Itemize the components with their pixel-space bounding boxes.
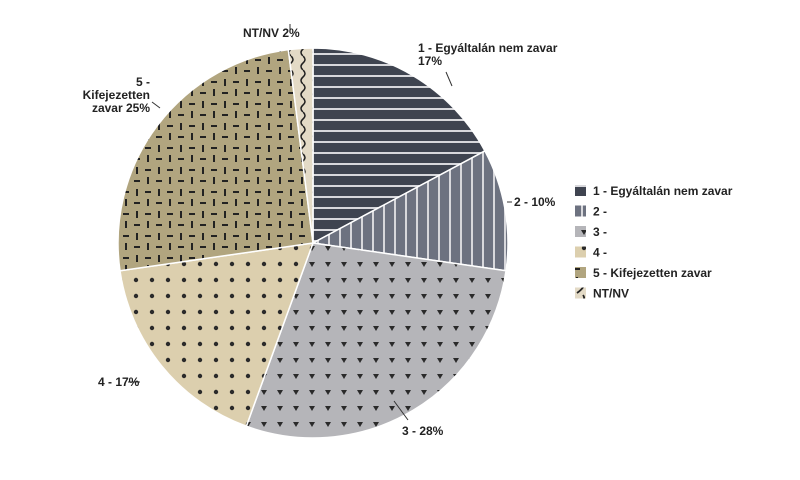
leader-line xyxy=(151,101,161,109)
legend-item-label[interactable]: 3 - xyxy=(593,225,607,239)
leader-line xyxy=(393,400,409,421)
legend-swatch xyxy=(575,185,586,196)
pie-slice-3[interactable] xyxy=(245,242,507,439)
data-label: 5 -Kifejezetten zavar 25% xyxy=(83,75,151,115)
pie-slice-5[interactable] xyxy=(117,48,314,272)
data-label: NT/NV 2% xyxy=(243,26,300,40)
legend-item-label[interactable]: 1 - Egyáltalán nem zavar xyxy=(593,184,733,198)
leader-line xyxy=(445,71,453,87)
legend-swatch xyxy=(575,226,586,237)
legend-item-label[interactable]: 4 - xyxy=(593,246,607,260)
data-label: 4 - 17% xyxy=(98,375,140,389)
pie-slice-2[interactable] xyxy=(310,149,509,272)
pie-slice-6[interactable] xyxy=(287,47,314,244)
data-label: 3 - 28% xyxy=(402,424,444,438)
legend-item-label[interactable]: 2 - xyxy=(593,205,607,219)
legend-swatch xyxy=(575,246,586,258)
pie-slice-4[interactable] xyxy=(119,242,315,428)
data-label: 1 - Egyáltalán nem zavar 17% xyxy=(418,41,558,68)
pie-slice-1[interactable] xyxy=(312,47,486,245)
data-label: 2 - 10% xyxy=(514,195,556,209)
legend-swatch xyxy=(575,205,586,217)
legend-swatch xyxy=(575,267,586,278)
legend-item-label[interactable]: NT/NV xyxy=(593,287,629,301)
legend-item-label[interactable]: 5 - Kifejezetten zavar xyxy=(593,266,712,280)
legend-swatch xyxy=(575,287,586,299)
